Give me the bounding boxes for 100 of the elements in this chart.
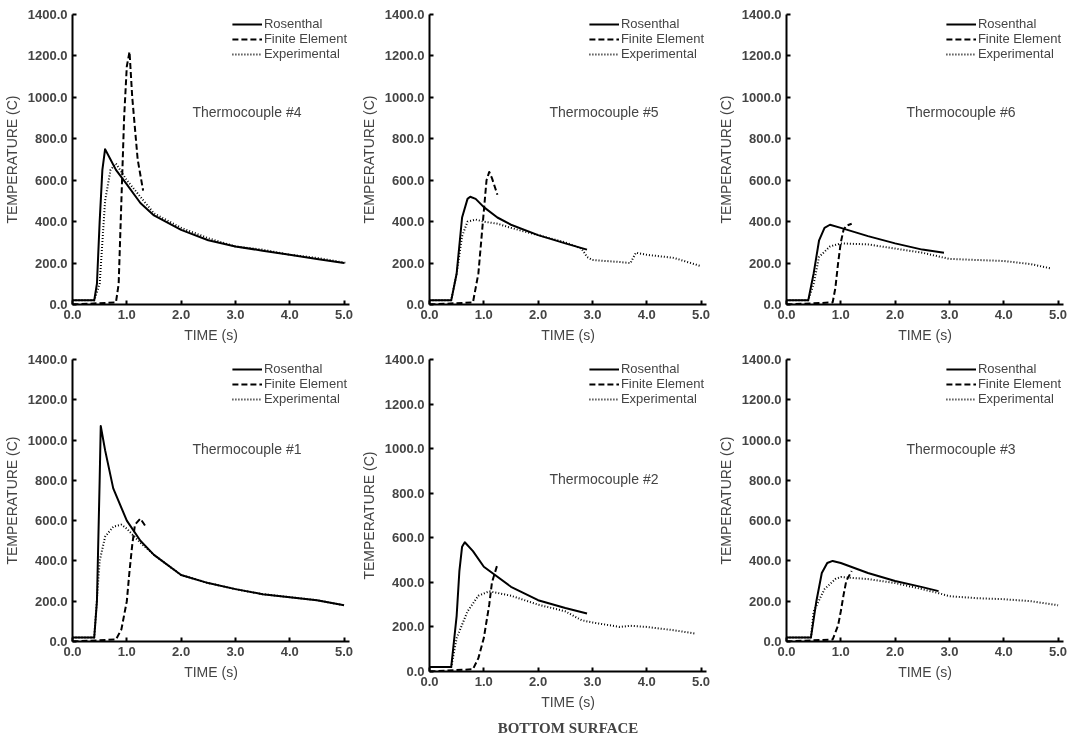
legend-label: Rosenthal — [977, 361, 1037, 376]
legend-label: Finite Element — [263, 31, 347, 46]
legend-label: Rosenthal — [620, 16, 680, 31]
x-tick-label: 5.0 — [335, 643, 354, 659]
x-tick-label: 1.0 — [117, 306, 136, 322]
x-axis-title: TIME (s) — [184, 663, 238, 680]
legend-label: Experimental — [620, 391, 697, 406]
y-tick-label: 200.0 — [748, 593, 782, 609]
y-tick-label: 1400.0 — [741, 352, 782, 367]
annotation: Thermocouple #5 — [549, 103, 659, 120]
y-tick-label: 200.0 — [391, 255, 425, 271]
y-tick-label: 200.0 — [34, 593, 68, 609]
y-axis-title: TEMPERATURE (C) — [3, 436, 20, 565]
y-tick-label: 1000.0 — [741, 89, 782, 105]
annotation: Thermocouple #3 — [906, 440, 1016, 457]
y-tick-label: 1400.0 — [27, 7, 68, 22]
x-tick-label: 3.0 — [940, 306, 959, 322]
y-tick-label: 400.0 — [391, 574, 425, 590]
x-tick-label: 4.0 — [637, 673, 656, 689]
y-tick-label: 800.0 — [34, 472, 68, 488]
legend-label: Rosenthal — [263, 16, 323, 31]
x-tick-label: 4.0 — [994, 643, 1013, 659]
legend-label: Rosenthal — [620, 361, 680, 376]
x-tick-label: 5.0 — [1049, 306, 1068, 322]
legend-label: Experimental — [263, 391, 340, 406]
y-tick-label: 600.0 — [391, 530, 425, 546]
y-tick-label: 400.0 — [34, 553, 68, 569]
x-axis-title: TIME (s) — [541, 326, 595, 343]
x-tick-label: 5.0 — [335, 306, 354, 322]
y-tick-label: 600.0 — [34, 513, 68, 529]
y-tick-label: 1000.0 — [384, 89, 425, 105]
legend-label: Finite Element — [620, 376, 704, 391]
x-tick-label: 3.0 — [583, 306, 602, 322]
x-axis-title: TIME (s) — [541, 693, 595, 710]
y-tick-label: 1200.0 — [741, 392, 782, 408]
x-tick-label: 4.0 — [280, 306, 299, 322]
x-tick-label: 1.0 — [474, 306, 493, 322]
x-axis-title: TIME (s) — [184, 326, 238, 343]
x-tick-label: 1.0 — [831, 306, 850, 322]
x-tick-label: 3.0 — [226, 643, 245, 659]
text: BOTTOM SURFACE — [497, 719, 639, 736]
y-tick-label: 800.0 — [34, 131, 68, 147]
x-axis-title: TIME (s) — [898, 326, 952, 343]
x-tick-label: 1.0 — [474, 673, 493, 689]
y-tick-label: 1200.0 — [384, 396, 425, 412]
y-tick-label: 1200.0 — [741, 48, 782, 64]
y-tick-label: 600.0 — [748, 513, 782, 529]
y-tick-label: 1400.0 — [384, 7, 425, 22]
y-tick-label: 1000.0 — [384, 441, 425, 457]
x-tick-label: 1.0 — [831, 643, 850, 659]
annotation: Thermocouple #2 — [549, 470, 659, 487]
y-axis-title: TEMPERATURE (C) — [360, 451, 377, 580]
x-axis-title: TIME (s) — [898, 663, 952, 680]
x-tick-label: 2.0 — [172, 643, 191, 659]
y-axis-title: TEMPERATURE (C) — [717, 95, 734, 224]
x-tick-label: 3.0 — [583, 673, 602, 689]
y-tick-label: 1400.0 — [27, 352, 68, 367]
x-tick-label: 5.0 — [1049, 643, 1068, 659]
y-axis-title: TEMPERATURE (C) — [717, 436, 734, 565]
y-tick-label: 800.0 — [391, 131, 425, 147]
x-tick-label: 1.0 — [117, 643, 136, 659]
x-tick-label: 4.0 — [280, 643, 299, 659]
legend-label: Finite Element — [620, 31, 704, 46]
y-tick-label: 400.0 — [748, 553, 782, 569]
legend-label: Experimental — [263, 46, 340, 61]
y-axis-title: TEMPERATURE (C) — [3, 95, 20, 224]
y-tick-label: 200.0 — [34, 255, 68, 271]
x-tick-label: 5.0 — [692, 673, 711, 689]
y-tick-label: 600.0 — [748, 172, 782, 188]
legend-label: Finite Element — [977, 31, 1061, 46]
annotation: Thermocouple #4 — [192, 103, 302, 120]
y-tick-label: 1000.0 — [27, 432, 68, 448]
x-tick-label: 3.0 — [226, 306, 245, 322]
x-tick-label: 3.0 — [940, 643, 959, 659]
y-tick-label: 600.0 — [34, 172, 68, 188]
y-tick-label: 400.0 — [34, 214, 68, 230]
y-tick-label: 200.0 — [391, 619, 425, 635]
x-tick-label: 2.0 — [529, 673, 548, 689]
y-tick-label: 800.0 — [748, 472, 782, 488]
y-axis-title: TEMPERATURE (C) — [360, 95, 377, 224]
y-tick-label: 1200.0 — [27, 392, 68, 408]
y-tick-label: 1000.0 — [27, 89, 68, 105]
y-tick-label: 1200.0 — [384, 48, 425, 64]
legend-label: Experimental — [620, 46, 697, 61]
x-tick-label: 4.0 — [994, 306, 1013, 322]
x-tick-label: 2.0 — [529, 306, 548, 322]
legend-label: Experimental — [977, 46, 1054, 61]
y-tick-label: 800.0 — [391, 485, 425, 501]
legend-label: Finite Element — [977, 376, 1061, 391]
y-tick-label: 1400.0 — [384, 352, 425, 367]
y-tick-label: 600.0 — [391, 172, 425, 188]
x-tick-label: 2.0 — [172, 306, 191, 322]
x-tick-label: 2.0 — [886, 306, 905, 322]
y-tick-label: 800.0 — [748, 131, 782, 147]
y-tick-label: 400.0 — [748, 214, 782, 230]
annotation: Thermocouple #6 — [906, 103, 1016, 120]
y-tick-label: 400.0 — [391, 214, 425, 230]
x-tick-label: 5.0 — [692, 306, 711, 322]
annotation: Thermocouple #1 — [192, 440, 302, 457]
legend-label: Finite Element — [263, 376, 347, 391]
